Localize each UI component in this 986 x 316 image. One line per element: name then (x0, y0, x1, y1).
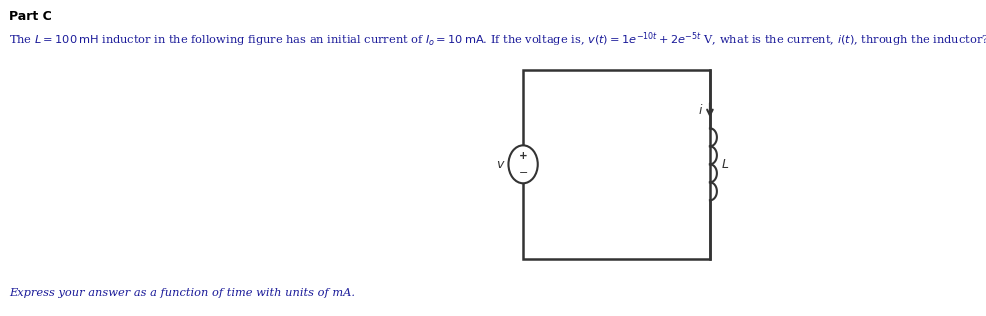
Text: The $L = 100\,\mathrm{mH}$ inductor in the following figure has an initial curre: The $L = 100\,\mathrm{mH}$ inductor in t… (9, 30, 986, 49)
Circle shape (508, 145, 537, 183)
Text: Express your answer as a function of time with units of mA.: Express your answer as a function of tim… (9, 288, 355, 298)
Bar (523, 70, 709, 259)
Text: Part C: Part C (9, 10, 52, 23)
Text: $i$: $i$ (698, 103, 703, 117)
Text: $L$: $L$ (720, 158, 729, 171)
Text: +: + (519, 151, 527, 161)
Text: −: − (518, 168, 528, 178)
Text: $v$: $v$ (495, 158, 505, 171)
